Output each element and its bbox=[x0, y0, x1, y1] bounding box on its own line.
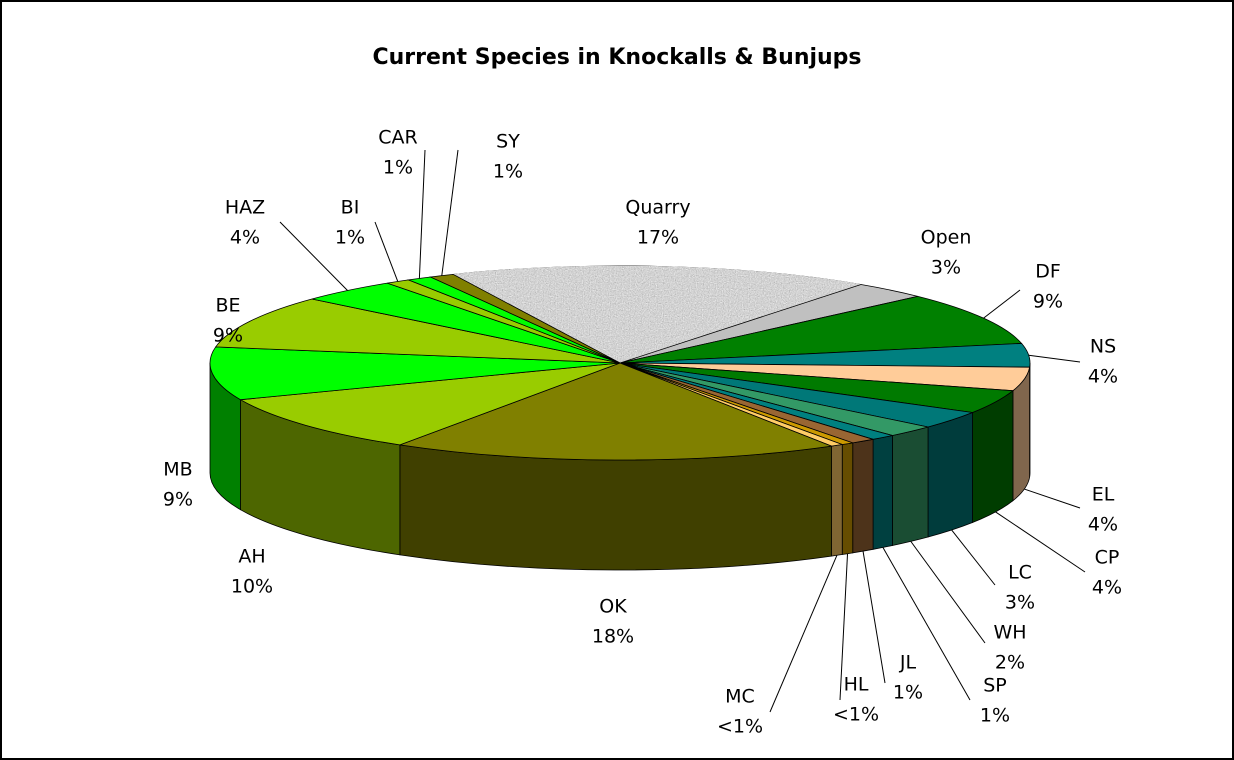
slice-label: Quarry bbox=[625, 197, 690, 219]
slice-label: CP bbox=[1095, 547, 1120, 569]
slice-value-label: 10% bbox=[231, 576, 273, 598]
leader-line bbox=[279, 221, 348, 291]
chart-title: Current Species in Knockalls & Bunjups bbox=[372, 45, 861, 70]
leader-line bbox=[995, 511, 1086, 573]
slice-label: AH bbox=[238, 546, 265, 568]
slice-value-label: 1% bbox=[335, 227, 365, 249]
slice-side bbox=[831, 444, 843, 557]
slice-value-label: 2% bbox=[995, 652, 1025, 674]
slice-label: OK bbox=[599, 596, 627, 618]
slice-value-label: 1% bbox=[383, 157, 413, 179]
slice-label: HAZ bbox=[225, 197, 265, 219]
leader-line bbox=[839, 553, 849, 701]
slice-value-label: 3% bbox=[931, 257, 961, 279]
leader-line bbox=[374, 221, 399, 282]
slice-label: NS bbox=[1090, 336, 1116, 358]
slice-label: MC bbox=[725, 686, 755, 708]
slice-value-label: 4% bbox=[1088, 366, 1118, 388]
slice-label: BI bbox=[341, 197, 360, 219]
slice bbox=[209, 346, 621, 401]
slice-side bbox=[892, 426, 929, 546]
slice-side bbox=[872, 434, 893, 550]
slice-value-label: 9% bbox=[213, 325, 243, 347]
slice-value-label: 18% bbox=[592, 626, 634, 648]
slice bbox=[239, 362, 621, 446]
slice bbox=[399, 362, 834, 461]
slice-value-label: <1% bbox=[717, 716, 763, 738]
leader-line bbox=[769, 555, 838, 713]
leader-line bbox=[418, 149, 426, 279]
slice-side bbox=[927, 411, 973, 538]
slice-label: LC bbox=[1008, 562, 1032, 584]
slice-side bbox=[852, 438, 874, 554]
slice-value-label: 9% bbox=[163, 489, 193, 511]
slice-value-label: <1% bbox=[833, 704, 879, 726]
slice-value-label: 9% bbox=[1033, 291, 1063, 313]
slice-value-label: 1% bbox=[893, 682, 923, 704]
slice-label: EL bbox=[1092, 484, 1115, 506]
slice-side bbox=[972, 389, 1014, 524]
slice-label: BE bbox=[215, 295, 240, 317]
slice-texture bbox=[451, 265, 862, 364]
slice-label: MB bbox=[163, 459, 192, 481]
leader-line bbox=[441, 149, 459, 276]
slice-value-label: 1% bbox=[493, 161, 523, 183]
slice-label: Open bbox=[921, 227, 972, 249]
leader-line bbox=[983, 289, 1021, 319]
leader-line bbox=[882, 547, 971, 701]
leader-line bbox=[951, 529, 996, 586]
slice-label: SY bbox=[496, 131, 520, 153]
leader-line bbox=[910, 541, 986, 644]
slice-side bbox=[841, 442, 854, 555]
slice-label: WH bbox=[993, 622, 1026, 644]
slice-value-label: 4% bbox=[1092, 577, 1122, 599]
slice-label: SP bbox=[983, 675, 1007, 697]
slice-label: DF bbox=[1035, 261, 1061, 283]
slice bbox=[214, 298, 621, 364]
slice-label: CAR bbox=[378, 127, 417, 149]
leader-line bbox=[1024, 488, 1081, 509]
slice-value-label: 1% bbox=[980, 705, 1010, 727]
leader-line bbox=[862, 551, 886, 684]
slice-value-label: 3% bbox=[1005, 592, 1035, 614]
slice-value-label: 4% bbox=[1088, 514, 1118, 536]
slice-label: HL bbox=[844, 674, 869, 696]
slice-value-label: 4% bbox=[230, 227, 260, 249]
leader-line bbox=[1028, 354, 1081, 363]
slice-label: JL bbox=[899, 652, 917, 674]
slice-side bbox=[399, 444, 832, 571]
slice-value-label: 17% bbox=[637, 227, 679, 249]
